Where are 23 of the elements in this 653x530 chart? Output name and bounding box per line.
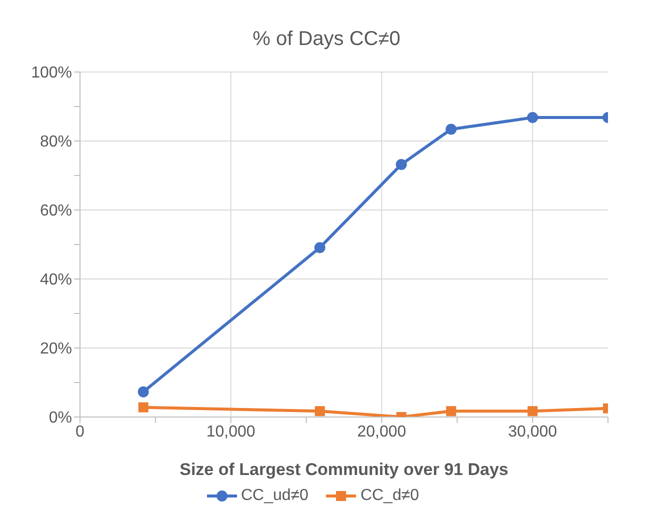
y-tick-label: 100% (31, 64, 72, 82)
point (528, 406, 538, 416)
x-tick-label: 20,000 (357, 423, 406, 440)
point (527, 112, 538, 124)
point (138, 402, 148, 412)
x-tick-label: 10,000 (206, 423, 256, 440)
x-tick-label: 30,000 (508, 423, 558, 440)
point (314, 406, 325, 416)
point (446, 124, 457, 135)
point (396, 158, 407, 170)
y-tick-label: 60% (40, 202, 72, 220)
y-tick-label: 40% (40, 272, 72, 289)
y-tick-label: 80% (40, 134, 72, 151)
x-axis-title: Size of Largest Community over 91 Days (180, 460, 508, 479)
x-tick-label: 0 (76, 423, 85, 440)
chart-title: % of Days CC≠0 (252, 27, 402, 52)
y-tick-label: 0% (48, 410, 72, 427)
legend-label: CC_ud≠0 (240, 487, 308, 505)
point (446, 406, 456, 416)
y-tick-label: 20% (40, 340, 72, 358)
legend-label: CC_d≠0 (359, 487, 420, 505)
point (138, 386, 149, 398)
point (314, 242, 326, 254)
